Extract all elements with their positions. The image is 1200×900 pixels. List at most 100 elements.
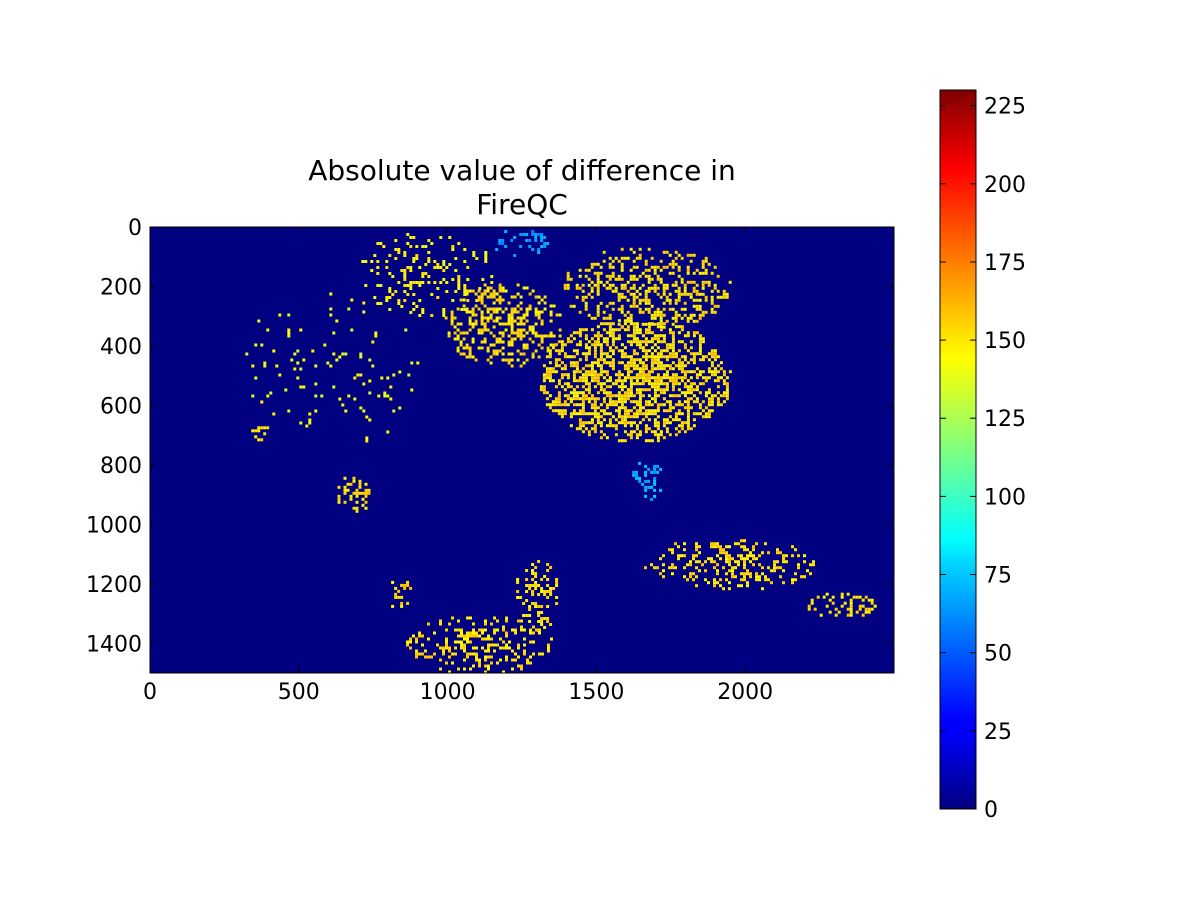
- heatmap-cell: [578, 286, 582, 290]
- heatmap-cell: [620, 268, 624, 272]
- heatmap-cell: [662, 388, 666, 392]
- heatmap-cell: [593, 397, 597, 401]
- heatmap-cell: [517, 646, 520, 650]
- heatmap-cell: [716, 370, 720, 374]
- heatmap-cell: [644, 355, 648, 359]
- heatmap-cell: [549, 334, 553, 338]
- heatmap-cell: [632, 277, 636, 281]
- heatmap-cell: [740, 572, 743, 576]
- heatmap-cell: [548, 379, 552, 383]
- heatmap-cell: [692, 334, 696, 338]
- heatmap-cell: [635, 412, 639, 416]
- heatmap-cell: [477, 346, 481, 350]
- heatmap-cell: [731, 557, 734, 561]
- heatmap-cell: [546, 605, 550, 608]
- heatmap-cell: [674, 364, 678, 368]
- heatmap-cell: [647, 427, 651, 431]
- heatmap-cell: [398, 406, 402, 410]
- heatmap-cell: [710, 352, 714, 356]
- heatmap-cell: [773, 563, 776, 567]
- heatmap-cell: [522, 316, 526, 320]
- heatmap-cell: [584, 346, 588, 350]
- heatmap-cell: [656, 427, 660, 431]
- heatmap-cell: [650, 409, 654, 413]
- heatmap-cell: [365, 415, 369, 419]
- heatmap-cell: [451, 278, 455, 281]
- heatmap-cell: [626, 298, 630, 302]
- heatmap-cell: [644, 424, 648, 428]
- heatmap-cell: [689, 382, 693, 386]
- heatmap-cell: [472, 631, 475, 635]
- heatmap-cell: [671, 343, 675, 347]
- heatmap-cell: [578, 391, 582, 395]
- heatmap-cell: [361, 260, 365, 263]
- heatmap-cell: [653, 265, 657, 269]
- heatmap-cell: [489, 316, 493, 320]
- heatmap-cell: [710, 400, 714, 404]
- heatmap-cell: [522, 361, 526, 365]
- heatmap-cell: [542, 385, 546, 389]
- heatmap-cell: [308, 421, 312, 425]
- heatmap-cell: [617, 277, 621, 281]
- heatmap-cell: [486, 310, 490, 314]
- heatmap-cell: [716, 572, 719, 576]
- heatmap-cell: [674, 289, 678, 293]
- heatmap-cell: [707, 352, 711, 356]
- heatmap-cell: [701, 262, 705, 266]
- heatmap-cell: [486, 358, 490, 362]
- heatmap-cell: [468, 352, 472, 356]
- heatmap-cell: [528, 614, 532, 617]
- heatmap-cell: [716, 385, 720, 389]
- heatmap-cell: [513, 254, 517, 257]
- heatmap-cell: [480, 322, 484, 326]
- heatmap-cell: [362, 382, 366, 386]
- heatmap-cell: [569, 364, 573, 368]
- heatmap-cell: [650, 286, 654, 290]
- heatmap-cell: [629, 319, 633, 323]
- heatmap-cell: [584, 370, 588, 374]
- heatmap-cell: [596, 274, 600, 278]
- heatmap-cell: [716, 289, 720, 293]
- heatmap-cell: [644, 337, 648, 341]
- heatmap-cell: [692, 412, 696, 416]
- heatmap-cell: [758, 554, 761, 558]
- heatmap-cell: [665, 355, 669, 359]
- heatmap-cell: [659, 325, 663, 329]
- heatmap-cell: [659, 259, 663, 263]
- heatmap-cell: [707, 370, 711, 374]
- heatmap-cell: [665, 283, 669, 287]
- heatmap-cell: [474, 358, 478, 362]
- heatmap-cell: [635, 322, 639, 326]
- heatmap-cell: [716, 379, 720, 383]
- heatmap-cell: [587, 346, 591, 350]
- heatmap-cell: [563, 286, 567, 290]
- heatmap-cell: [707, 581, 710, 585]
- heatmap-cell: [644, 307, 648, 311]
- heatmap-cell: [498, 239, 502, 242]
- heatmap-cell: [546, 563, 550, 566]
- heatmap-cell: [677, 289, 681, 293]
- heatmap-cell: [519, 328, 523, 332]
- heatmap-cell: [686, 406, 690, 410]
- heatmap-cell: [575, 286, 579, 290]
- heatmap-cell: [710, 361, 714, 365]
- heatmap-cell: [599, 373, 603, 377]
- heatmap-cell: [463, 649, 466, 653]
- heatmap-cell: [695, 307, 699, 311]
- heatmap-cell: [436, 266, 440, 269]
- heatmap-cell: [650, 346, 654, 350]
- heatmap-cell: [638, 343, 642, 347]
- heatmap-cell: [287, 328, 291, 332]
- heatmap-cell: [465, 292, 469, 296]
- heatmap-cell: [373, 254, 377, 257]
- heatmap-cell: [364, 482, 368, 486]
- heatmap-cell: [563, 364, 567, 368]
- heatmap-cell: [377, 394, 381, 398]
- heatmap-cell: [668, 331, 672, 335]
- heatmap-cell: [332, 331, 336, 335]
- heatmap-cell: [722, 295, 726, 299]
- heatmap-cell: [528, 587, 532, 590]
- heatmap-cell: [596, 289, 600, 293]
- heatmap-cell: [531, 563, 535, 566]
- heatmap-cell: [510, 337, 514, 341]
